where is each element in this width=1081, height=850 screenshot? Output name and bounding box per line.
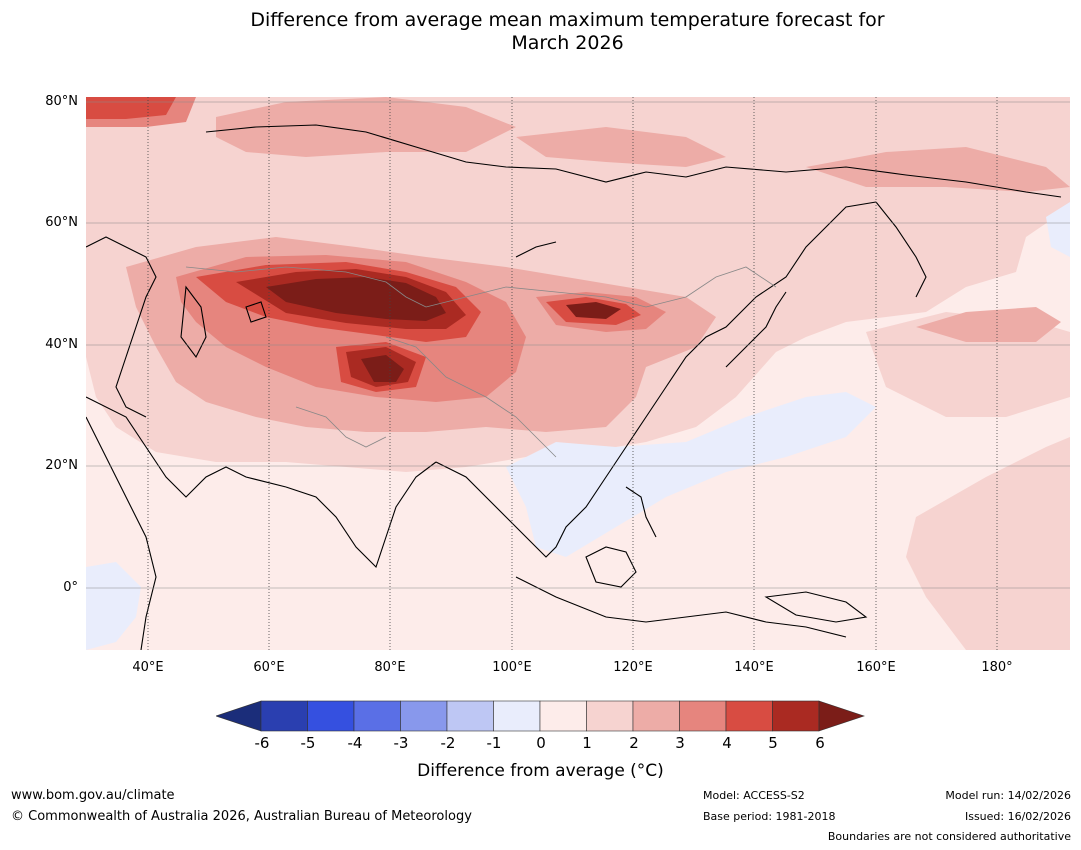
colorbar-tick: -2 [440, 734, 456, 752]
footer-model: Model: ACCESS-S2 [703, 789, 805, 802]
latitude-label: 60°N [45, 215, 78, 230]
colorbar-cells [216, 700, 865, 732]
colorbar-cell [539, 700, 587, 732]
graticule [86, 97, 1070, 650]
coastlines [86, 124, 1062, 650]
colorbar [216, 700, 865, 732]
colorbar-tick: 4 [722, 734, 732, 752]
forecast-map [86, 97, 1070, 650]
coastline-aral-sea [245, 301, 267, 323]
colorbar-tick: 3 [675, 734, 685, 752]
coastline-new-guinea [764, 591, 868, 623]
longitude-label: 120°E [613, 660, 653, 675]
colorbar-tick: 5 [768, 734, 778, 752]
colorbar-cell [400, 700, 448, 732]
longitude-label: 180° [981, 660, 1013, 675]
longitude-label: 160°E [856, 660, 896, 675]
coastline-kamchatka [875, 201, 927, 298]
anomaly-region-neg-1-0-indian-ocean [86, 562, 141, 650]
colorbar-extend-low [216, 700, 262, 732]
footer-copyright: © Commonwealth of Australia 2026, Austra… [11, 809, 472, 824]
colorbar-label: Difference from average (°C) [417, 761, 664, 781]
anomaly-region-2-3-arctic-east [516, 127, 726, 167]
coastline-africa [86, 416, 157, 650]
anomaly-region-6-plus-kazakhstan [266, 277, 446, 321]
colorbar-cell [446, 700, 494, 732]
anomaly-region-2-3-siberia-east [806, 147, 1070, 192]
colorbar-cell [493, 700, 541, 732]
colorbar-cell [725, 700, 773, 732]
footer-website: www.bom.gov.au/climate [11, 788, 175, 803]
colorbar-tick: -1 [486, 734, 502, 752]
coastline-indonesia [515, 576, 847, 638]
latitude-label: 80°N [45, 94, 78, 109]
anomaly-region-2-3-arctic [216, 97, 516, 157]
coastline-arctic [205, 124, 1062, 198]
coastline-india [285, 461, 437, 569]
anomaly-region-2-3-pacific-east [916, 307, 1061, 342]
colorbar-cell [632, 700, 680, 732]
anomaly-region-4-5-arctic [86, 97, 176, 119]
colorbar-tick: -4 [347, 734, 363, 752]
boundary-india [295, 406, 387, 448]
anomaly-region-6-plus-tibet [361, 355, 404, 382]
colorbar-cell [772, 700, 820, 732]
latitude-gridlines [86, 101, 1070, 589]
anomaly-region-1-2-pacific [906, 437, 1070, 650]
coastline-borneo [585, 546, 637, 588]
longitude-label: 60°E [253, 660, 285, 675]
coastline-japan [725, 291, 787, 368]
colorbar-tick: -5 [300, 734, 316, 752]
longitude-label: 140°E [734, 660, 774, 675]
coastline-europe [86, 236, 157, 418]
colorbar-cell [679, 700, 727, 732]
anomaly-region-6-plus-mongolia [566, 302, 621, 319]
footer-base-period: Base period: 1981-2018 [703, 810, 836, 823]
colorbar-tick: -3 [393, 734, 409, 752]
coastline-philippines [625, 486, 657, 538]
boundary-kazakhstan [185, 266, 427, 308]
colorbar-extend-high [818, 700, 865, 732]
colorbar-cell [353, 700, 401, 732]
longitude-label: 100°E [492, 660, 532, 675]
colorbar-cell [307, 700, 355, 732]
colorbar-tick: 2 [629, 734, 639, 752]
colorbar-cell [586, 700, 634, 732]
footer-issued: Issued: 16/02/2026 [964, 810, 1071, 823]
latitude-label: 40°N [45, 337, 78, 352]
footer-model-run: Model run: 14/02/2026 [945, 789, 1071, 802]
coastline-caspian-sea [180, 285, 207, 359]
country-boundaries [185, 266, 777, 458]
boundary-china-south [385, 336, 557, 458]
footer-disclaimer: Boundaries are not considered authoritat… [827, 830, 1071, 843]
colorbar-tick: 6 [815, 734, 825, 752]
colorbar-cell [260, 700, 308, 732]
longitude-label: 80°E [374, 660, 406, 675]
boundary-china-mongolia [425, 286, 687, 308]
colorbar-tick: 0 [536, 734, 546, 752]
latitude-label: 20°N [45, 458, 78, 473]
longitude-gridlines [147, 97, 998, 650]
map-svg [86, 97, 1070, 650]
map-title-line-1: Difference from average mean maximum tem… [250, 9, 885, 31]
coastline-lake-baikal [515, 241, 557, 258]
anomaly-region-neg-1-0-south-china-sea [506, 392, 876, 557]
latitude-label: 0° [63, 580, 78, 595]
boundary-russia-china [685, 266, 777, 298]
map-title: Difference from average mean maximum tem… [0, 9, 1081, 55]
coastline-arabia [86, 396, 287, 498]
colorbar-tick: -6 [254, 734, 270, 752]
map-title-line-2: March 2026 [511, 32, 624, 54]
longitude-label: 40°E [132, 660, 164, 675]
anomaly-region-neg-1-0-north-pacific [1046, 202, 1070, 257]
coastline-east-asia [435, 201, 877, 558]
colorbar-tick: 1 [582, 734, 592, 752]
